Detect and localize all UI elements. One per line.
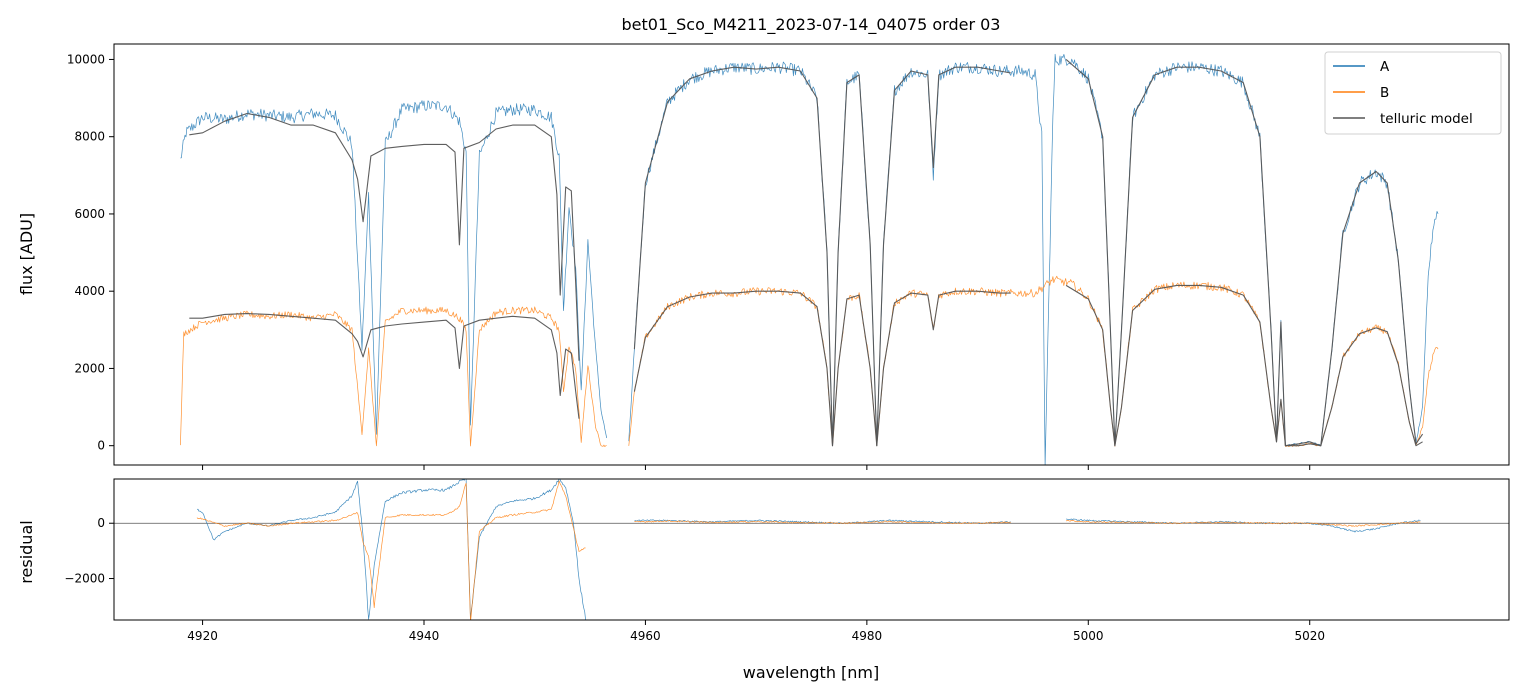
flux-y-tick-label: 10000 (67, 52, 105, 66)
legend-label-telluric: telluric model (1380, 111, 1473, 127)
residual-panel: residual −2000 0 4920 4940 4960 4980 5000 5020… (17, 478, 1510, 682)
flux-series-telluric-model-line (633, 66, 1011, 447)
legend-label-a: A (1380, 59, 1390, 75)
flux-y-tick-label: 0 (97, 439, 105, 453)
legend-label-b: B (1380, 85, 1389, 101)
legend-box (1324, 51, 1502, 135)
flux-series-a-line (180, 100, 608, 439)
residual-x-tick-label: 4940 (409, 629, 440, 643)
flux-series-group (180, 53, 1439, 465)
flux-series-telluric-model-line (633, 290, 1011, 447)
flux-y-tick-label: 4000 (74, 284, 105, 298)
chart-title: bet01_Sco_M4211_2023-07-14_04075 order 0… (622, 15, 1001, 35)
flux-x-ticks (202, 465, 1311, 470)
residual-axes-frame (113, 478, 1510, 621)
residual-series-group (114, 479, 1509, 620)
flux-series-b-line (180, 306, 607, 447)
residual-y-tick-label: 0 (97, 516, 105, 530)
residual-y-tick-label: −2000 (64, 572, 105, 586)
residual-x-tick-label: 4920 (187, 629, 218, 643)
residual-x-tick-label: 4960 (630, 629, 661, 643)
flux-series-telluric-model-line (189, 313, 580, 419)
residual-x-tick-label: 4980 (852, 629, 883, 643)
residual-x-ticks: 4920 4940 4960 4980 5000 5020 (187, 620, 1325, 643)
residual-x-tick-label: 5020 (1294, 629, 1325, 643)
y-axis-label-flux: flux [ADU] (17, 213, 36, 295)
flux-y-ticks: 0 2000 4000 6000 8000 10000 (67, 52, 114, 453)
flux-y-tick-label: 6000 (74, 207, 105, 221)
flux-panel: bet01_Sco_M4211_2023-07-14_04075 order 0… (17, 15, 1510, 470)
residual-x-tick-label: 5000 (1073, 629, 1104, 643)
x-axis-label: wavelength [nm] (743, 663, 880, 682)
flux-series-telluric-model-line (1065, 284, 1423, 447)
y-axis-label-residual: residual (17, 520, 36, 583)
residual-y-ticks: −2000 0 (64, 516, 114, 586)
legend: A B telluric model (1324, 51, 1502, 135)
flux-series-telluric-model-line (189, 112, 580, 361)
flux-axes-frame (113, 43, 1510, 466)
residual-series-b-line (634, 520, 1011, 525)
residual-series-b-line (1065, 519, 1421, 527)
residual-series-a-line (1065, 518, 1421, 533)
flux-y-tick-label: 8000 (74, 130, 105, 144)
residual-series-b-line (196, 480, 586, 620)
flux-y-tick-label: 2000 (74, 361, 105, 375)
